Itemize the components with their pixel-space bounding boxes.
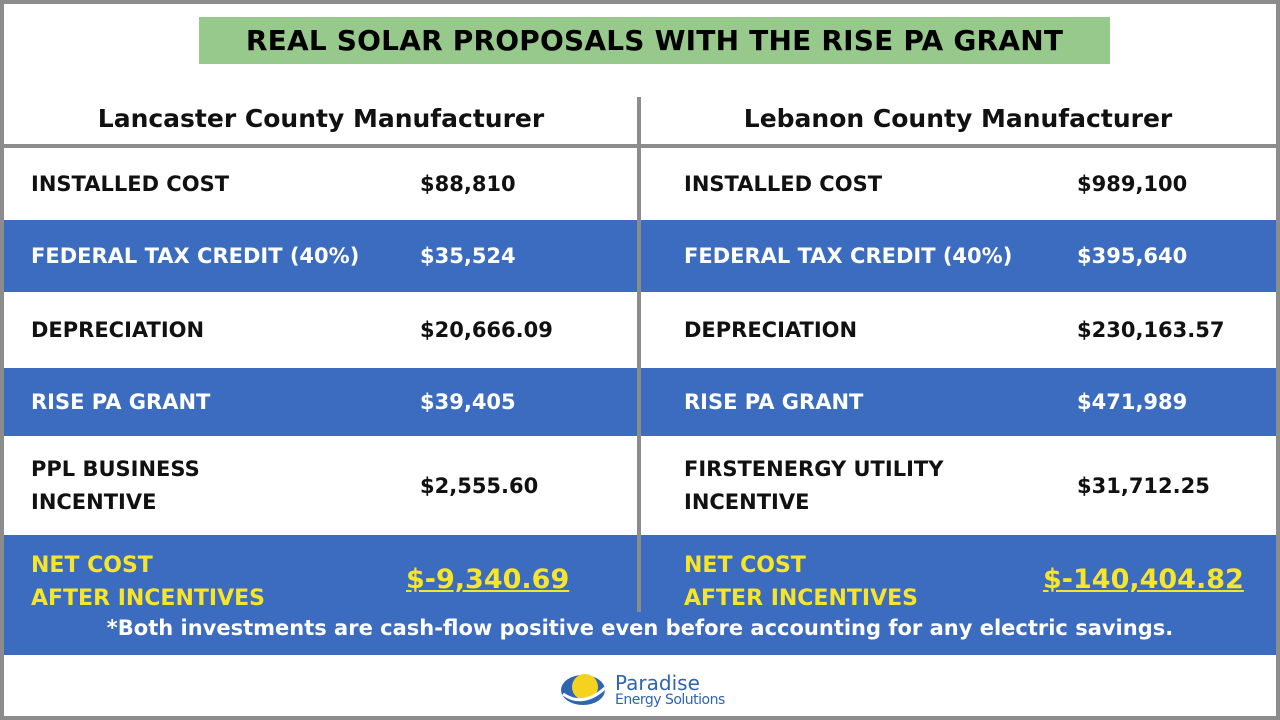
row-value: $39,405 [420, 390, 516, 414]
row-value: $20,666.09 [420, 318, 553, 342]
row-label: FEDERAL TAX CREDIT (40%) [31, 243, 360, 268]
row-label: INSTALLED COST [684, 171, 883, 196]
row-label: RISE PA GRANT [31, 389, 211, 414]
row-value: $35,524 [420, 244, 516, 268]
row-label: DEPRECIATION [31, 317, 205, 342]
footnote: *Both investments are cash-flow positive… [106, 616, 1174, 640]
row-value: $88,810 [420, 172, 516, 196]
row-label: INSTALLED COST [31, 171, 230, 196]
row-value: $989,100 [1077, 172, 1188, 196]
logo-sun [572, 674, 598, 700]
logo-swoosh [562, 686, 607, 702]
row-value: $230,163.57 [1077, 318, 1225, 342]
net-value: $-140,404.82 [1043, 564, 1244, 595]
title: REAL SOLAR PROPOSALS WITH THE RISE PA GR… [199, 17, 1110, 64]
row-label: FIRSTENERGY UTILITY INCENTIVE [684, 456, 944, 514]
column-heading: Lebanon County Manufacturer [743, 103, 1173, 133]
divider [637, 97, 641, 612]
logo-icon [561, 674, 607, 705]
row-label: DEPRECIATION [684, 317, 858, 342]
logo-name: Paradise [615, 671, 700, 695]
row-value: $2,555.60 [420, 473, 539, 498]
net-label: AFTER INCENTIVES [684, 586, 918, 611]
row-label: RISE PA GRANT [684, 389, 864, 414]
column-heading: Lancaster County Manufacturer [97, 103, 545, 133]
net-label: AFTER INCENTIVES [31, 586, 265, 611]
logo-tagline: Energy Solutions [615, 692, 725, 708]
net-label: NET COST [31, 553, 153, 578]
net-value: $-9,340.69 [406, 564, 570, 595]
row-value: $31,712.25 [1077, 473, 1210, 498]
row-value: $395,640 [1077, 244, 1188, 268]
net-label: NET COST [684, 553, 806, 578]
row-value: $471,989 [1077, 390, 1188, 414]
row-label: FEDERAL TAX CREDIT (40%) [684, 243, 1013, 268]
row-label: PPL BUSINESS INCENTIVE [31, 456, 200, 514]
